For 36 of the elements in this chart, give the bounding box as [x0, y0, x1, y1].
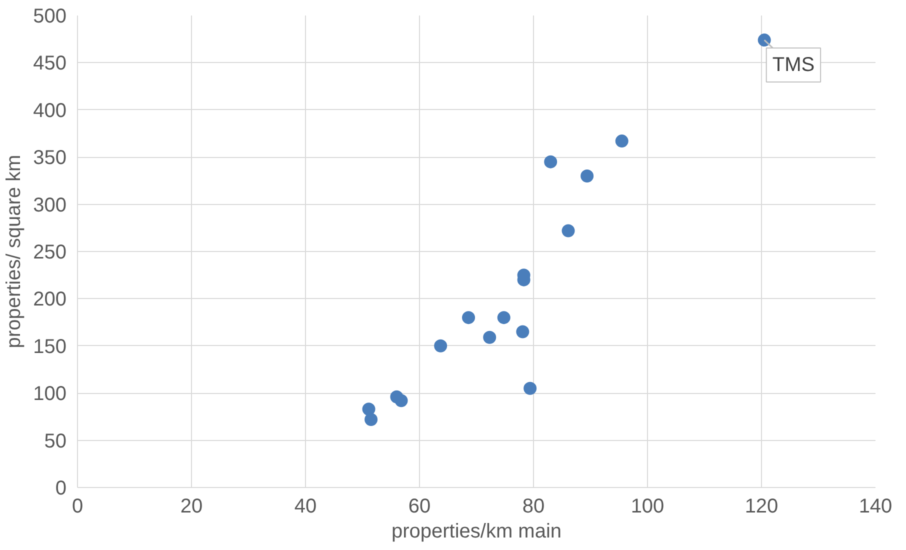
y-tick-label: 100	[33, 383, 67, 406]
annotation: TMS	[772, 54, 815, 76]
point	[758, 34, 771, 47]
x-tick-label: 120	[744, 496, 778, 518]
point	[524, 382, 537, 395]
y-tick-label: 150	[33, 336, 67, 358]
y-tick-label: 50	[44, 430, 67, 452]
point	[364, 413, 378, 426]
point	[544, 155, 558, 168]
x-tick-label: 80	[522, 496, 545, 518]
point	[580, 169, 594, 182]
x-tick-label: 20	[180, 496, 203, 518]
y-tick-label: 500	[33, 6, 67, 28]
x-tick-label: 140	[858, 496, 892, 518]
point	[462, 311, 476, 324]
point	[362, 402, 376, 416]
y-tick-label: 400	[33, 100, 67, 122]
x-tick-label: 60	[408, 496, 431, 518]
point	[497, 311, 510, 324]
point	[615, 134, 628, 148]
x-tick-label: 100	[630, 496, 664, 518]
x-axis-title: properties/km main	[391, 520, 562, 542]
y-axis-title: properties/ square km	[3, 154, 26, 348]
point	[562, 224, 575, 238]
y-tick-label: 250	[33, 242, 67, 264]
y-tick-label: 450	[33, 52, 67, 75]
y-tick-label: 200	[33, 288, 67, 311]
point	[483, 330, 496, 344]
y-tick-label: 300	[33, 194, 67, 216]
x-tick-label: 40	[294, 496, 317, 518]
point	[394, 394, 408, 408]
point	[434, 339, 448, 352]
y-tick-label: 0	[55, 478, 66, 500]
y-tick-label: 350	[33, 147, 67, 170]
x-tick-label: 0	[72, 496, 84, 518]
point	[516, 325, 530, 338]
